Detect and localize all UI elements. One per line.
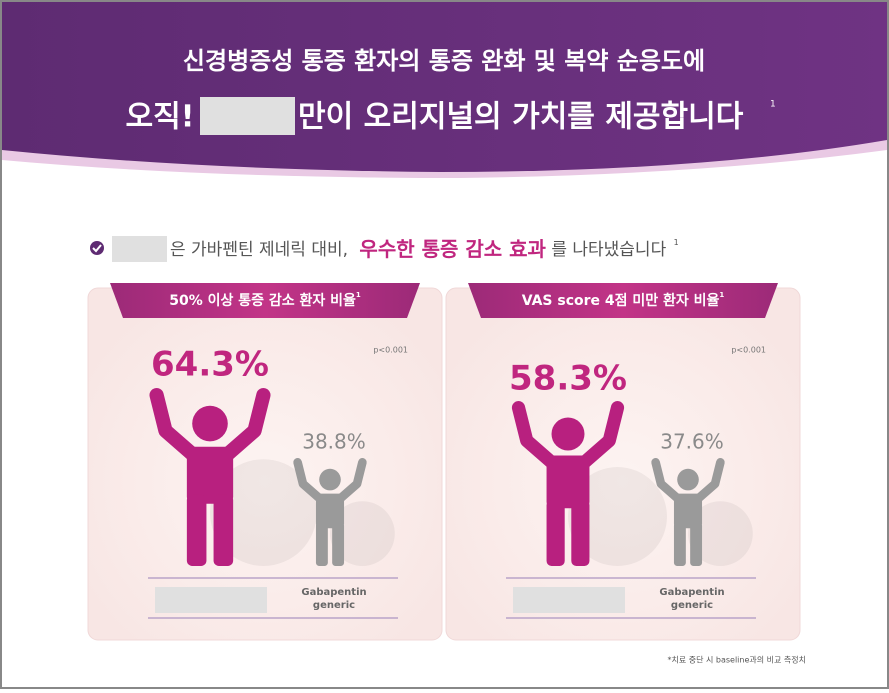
figure-leg: [332, 522, 345, 566]
figure-shadow: [568, 467, 667, 566]
check-icon: [90, 241, 104, 255]
figure-leg: [315, 522, 328, 566]
generic-label-line: Gabapentin: [301, 587, 366, 598]
figure-arm: [693, 458, 725, 504]
subheading: 은 가바펜틴 제네릭 대비, 우수한 통증 감소 효과 를 나타냈습니다 1: [170, 237, 679, 261]
panel-title-ref: 1: [719, 291, 724, 299]
figure-shadow: [330, 501, 395, 566]
redacted: [200, 97, 295, 135]
figure-leg: [673, 522, 686, 566]
figure-arm: [149, 388, 202, 463]
figure-leg: [571, 500, 590, 566]
panels: 50% 이상 통증 감소 환자 비율1p<0.00164.3%38.8%Gaba…: [87, 283, 801, 641]
person-figure: [651, 458, 753, 566]
panel-title: 50% 이상 통증 감소 환자 비율1: [169, 291, 361, 309]
generic-value: 38.8%: [302, 430, 366, 454]
person-figure: [149, 388, 317, 566]
redacted: [513, 587, 625, 613]
p-value: p<0.001: [373, 346, 408, 355]
footnote: *치료 중단 시 baseline과의 비교 측정치: [667, 655, 806, 665]
figure-torso: [673, 493, 703, 529]
header-prefix: 오직!: [126, 100, 195, 135]
product-value: 64.3%: [151, 345, 269, 385]
generic-value: 37.6%: [660, 430, 724, 454]
panel-tab: [110, 283, 420, 318]
panel-title-text: VAS score 4점 미만 환자 비율: [522, 292, 720, 309]
figure-leg: [690, 522, 703, 566]
figure-leg: [186, 494, 207, 566]
generic-label-line: generic: [313, 600, 355, 611]
figure-torso: [546, 455, 590, 509]
subheading-ref: 1: [674, 238, 679, 247]
figure-arm: [576, 401, 625, 471]
figure-shadow: [210, 459, 317, 566]
generic-label: Gabapentin generic: [659, 587, 724, 611]
figure-arm: [651, 458, 683, 504]
generic-label: Gabapentin generic: [301, 587, 366, 611]
figure-shadow: [688, 501, 753, 566]
figure-head: [551, 417, 585, 451]
header-ref: 1: [770, 100, 776, 110]
panel-title-text: 50% 이상 통증 감소 환자 비율: [169, 292, 356, 309]
p-value: p<0.001: [731, 346, 766, 355]
person-figure: [511, 401, 667, 566]
product-value: 58.3%: [509, 359, 627, 399]
figure-arm: [335, 458, 367, 504]
figure-head: [677, 468, 699, 491]
subheading-highlight: 우수한 통증 감소 효과: [359, 237, 546, 261]
figure-head: [319, 468, 341, 491]
check-mark: [92, 244, 102, 253]
redacted: [112, 236, 167, 262]
panel-title-ref: 1: [356, 291, 361, 299]
generic-label-line: generic: [671, 600, 713, 611]
panel-title: VAS score 4점 미만 환자 비율1: [522, 291, 725, 309]
generic-label-line: Gabapentin: [659, 587, 724, 598]
subheading-tail: 를 나타냈습니다: [551, 240, 666, 260]
person-figure: [293, 458, 395, 566]
subheading-text: 은 가바펜틴 제네릭 대비,: [170, 240, 348, 260]
figure-arm: [218, 388, 271, 463]
header-band: [2, 2, 887, 172]
figure-torso: [315, 493, 345, 529]
figure-torso: [186, 446, 234, 504]
figure-leg: [546, 500, 565, 566]
figure-head: [192, 405, 228, 442]
header-line2: 만이 오리지널의 가치를 제공합니다: [298, 100, 744, 135]
redacted: [155, 587, 267, 613]
panel-tab: [468, 283, 778, 318]
header-line1: 신경병증성 통증 환자의 통증 완화 및 복약 순응도에: [183, 47, 705, 75]
figure-arm: [511, 401, 560, 471]
figure-leg: [213, 494, 234, 566]
figure-arm: [293, 458, 325, 504]
